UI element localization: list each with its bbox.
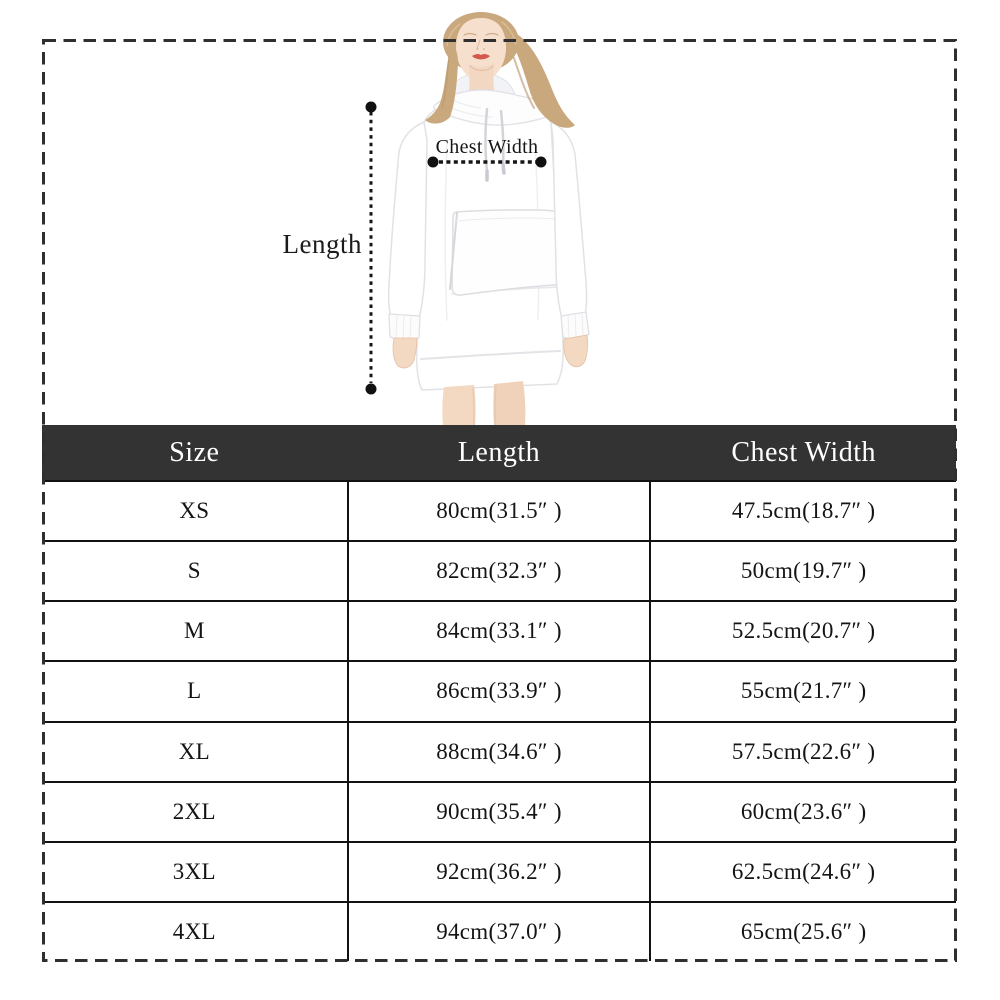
cell-length: 80cm(31.5″ ) xyxy=(346,482,652,541)
table-row: 3XL 92cm(36.2″ ) 62.5cm(24.6″ ) xyxy=(42,840,956,901)
table-row: XL 88cm(34.6″ ) 57.5cm(22.6″ ) xyxy=(42,720,956,781)
left-hand xyxy=(392,337,418,369)
column-header-length: Length xyxy=(457,436,541,468)
cell-length: 90cm(35.4″ ) xyxy=(346,782,652,841)
cell-chest: 57.5cm(22.6″ ) xyxy=(731,738,876,764)
right-leg xyxy=(493,381,526,426)
cell-size: 3XL xyxy=(172,858,216,884)
right-sleeve xyxy=(550,121,588,320)
table-row: S 82cm(32.3″ ) 50cm(19.7″ ) xyxy=(42,540,956,601)
cell-chest: 55cm(21.7″ ) xyxy=(740,678,867,704)
cell-length: 92cm(36.2″ ) xyxy=(346,842,652,901)
cell-length: 82cm(32.3″ ) xyxy=(346,542,652,601)
cell-length: 86cm(33.9″ ) xyxy=(346,662,652,721)
cell-length: 88cm(34.6″ ) xyxy=(346,722,652,781)
table-row: M 84cm(33.1″ ) 52.5cm(20.7″ ) xyxy=(42,600,956,661)
size-table: Size Length Chest Width XS 80cm(31.5″ ) … xyxy=(42,425,956,961)
cell-chest: 65cm(25.6″ ) xyxy=(740,918,867,944)
table-header-row: Size Length Chest Width xyxy=(42,425,956,480)
table-row: XS 80cm(31.5″ ) 47.5cm(18.7″ ) xyxy=(42,480,956,541)
column-header-size: Size xyxy=(169,436,220,468)
left-leg xyxy=(442,385,476,426)
cell-chest: 62.5cm(24.6″ ) xyxy=(731,858,876,884)
left-sleeve xyxy=(387,121,428,319)
cell-size: L xyxy=(187,678,202,704)
cell-size: 4XL xyxy=(172,918,216,944)
column-header-chest-width: Chest Width xyxy=(731,436,876,468)
cell-size: M xyxy=(183,618,205,644)
length-label: Length xyxy=(282,229,362,259)
cell-chest: 60cm(23.6″ ) xyxy=(740,798,867,824)
cell-size: XS xyxy=(179,498,210,524)
kangaroo-pocket xyxy=(451,209,564,296)
cell-size: 2XL xyxy=(172,798,216,824)
cell-size: XL xyxy=(178,738,210,764)
cell-size: S xyxy=(187,558,201,584)
cell-length: 84cm(33.1″ ) xyxy=(346,602,652,661)
cell-chest: 50cm(19.7″ ) xyxy=(740,558,867,584)
cell-chest: 52.5cm(20.7″ ) xyxy=(731,618,876,644)
chest-width-label: Chest Width xyxy=(435,136,539,158)
table-row: L 86cm(33.9″ ) 55cm(21.7″ ) xyxy=(42,660,956,721)
table-row: 4XL 94cm(37.0″ ) 65cm(25.6″ ) xyxy=(42,900,956,961)
model-photo xyxy=(387,12,590,426)
cell-length: 94cm(37.0″ ) xyxy=(346,902,652,961)
left-cuff xyxy=(388,313,421,341)
cell-chest: 47.5cm(18.7″ ) xyxy=(731,498,876,524)
table-row: 2XL 90cm(35.4″ ) 60cm(23.6″ ) xyxy=(42,780,956,841)
right-hand xyxy=(563,334,589,368)
